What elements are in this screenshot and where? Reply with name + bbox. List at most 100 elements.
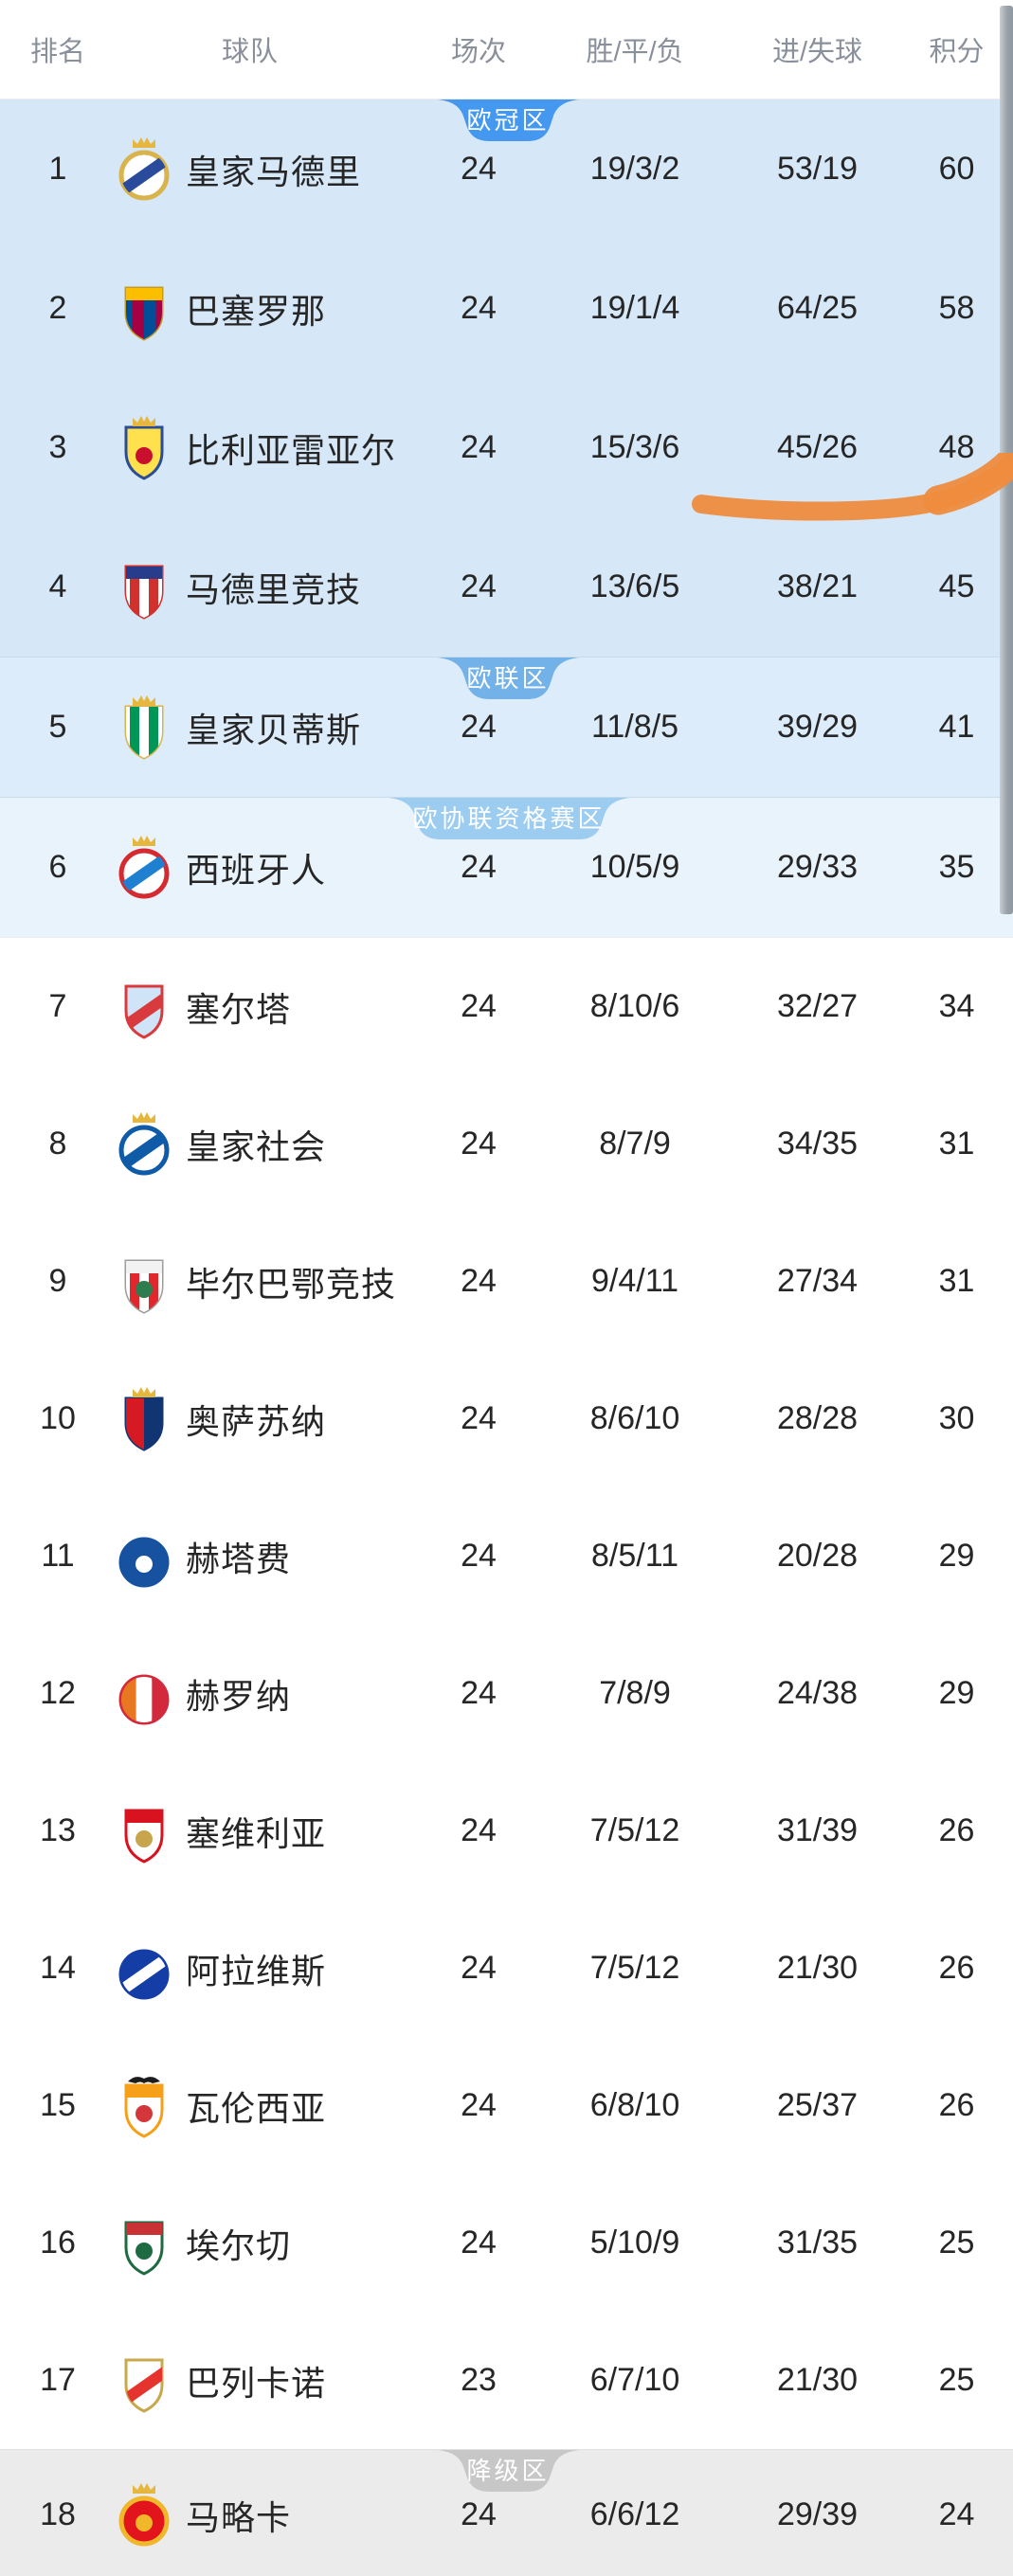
table-row[interactable]: 9 毕尔巴鄂竞技 24 9/4/11 27/34 31 [0, 1213, 1013, 1350]
real-sociedad-crest [116, 1110, 172, 1179]
points-cell: 25 [938, 2225, 975, 2261]
goals-for-against-cell: 21/30 [776, 1950, 859, 1986]
header-col-goals: 进/失球 [771, 37, 863, 67]
win-draw-loss-cell: 19/1/4 [589, 290, 680, 326]
win-draw-loss-cell: 15/3/6 [589, 429, 680, 465]
goals-for-against-cell: 39/29 [776, 709, 859, 745]
points-cell: 24 [938, 2496, 975, 2532]
rank-cell: 17 [40, 2362, 76, 2398]
points-cell: 34 [938, 988, 975, 1024]
rank-cell: 12 [40, 1675, 76, 1711]
team-name: 巴塞罗那 [186, 291, 327, 331]
header-col-team: 球队 [222, 37, 280, 67]
table-row[interactable]: 16 埃尔切 24 5/10/9 31/35 25 [0, 2174, 1013, 2312]
win-draw-loss-cell: 8/7/9 [599, 1126, 671, 1162]
points-cell: 60 [938, 151, 975, 187]
real-betis-crest [116, 694, 172, 762]
atletico-madrid-crest [116, 553, 172, 621]
table-row[interactable]: 13 塞维利亚 24 7/5/12 31/39 26 [0, 1762, 1013, 1900]
matches-played-cell: 24 [461, 1126, 497, 1162]
matches-played-cell: 24 [461, 2087, 497, 2123]
table-row[interactable]: 3 比利亚雷亚尔 24 15/3/6 45/26 48 [0, 378, 1013, 517]
win-draw-loss-cell: 19/3/2 [589, 151, 680, 187]
header-col-points: 积分 [929, 37, 985, 67]
points-cell: 26 [938, 1950, 975, 1986]
points-cell: 26 [938, 2087, 975, 2123]
rank-cell: 10 [40, 1400, 76, 1436]
rank-cell: 5 [48, 709, 67, 745]
team-name: 西班牙人 [186, 850, 327, 890]
table-row[interactable]: 2 巴塞罗那 24 19/1/4 64/25 58 [0, 239, 1013, 378]
points-cell: 48 [938, 429, 975, 465]
rank-cell: 1 [48, 151, 67, 187]
elche-crest [116, 2209, 172, 2278]
rank-cell: 18 [40, 2496, 76, 2532]
goals-for-against-cell: 31/39 [776, 1812, 859, 1848]
goals-for-against-cell: 25/37 [776, 2087, 859, 2123]
real-madrid-crest [116, 135, 172, 204]
zone-section-champions-league: 欧冠区 1 皇家马德里 24 19/3/2 53/19 60 2 巴塞罗那 24… [0, 99, 1013, 657]
points-cell: 35 [938, 849, 975, 885]
table-row[interactable]: 8 皇家社会 24 8/7/9 34/35 31 [0, 1075, 1013, 1213]
team-name: 马略卡 [186, 2497, 292, 2537]
matches-played-cell: 24 [461, 709, 497, 745]
rank-cell: 14 [40, 1950, 76, 1986]
team-name: 赫塔费 [186, 1539, 292, 1578]
matches-played-cell: 24 [461, 1950, 497, 1986]
table-row[interactable]: 10 奥萨苏纳 24 8/6/10 28/28 30 [0, 1350, 1013, 1487]
table-row[interactable]: 14 阿拉维斯 24 7/5/12 21/30 26 [0, 1900, 1013, 2037]
table-row[interactable]: 18 马略卡 24 6/6/12 29/39 24 [0, 2450, 1013, 2576]
table-row[interactable]: 4 马德里竞技 24 13/6/5 38/21 45 [0, 517, 1013, 657]
goals-for-against-cell: 45/26 [776, 429, 859, 465]
table-row[interactable]: 7 塞尔塔 24 8/10/6 32/27 34 [0, 938, 1013, 1075]
points-cell: 30 [938, 1400, 975, 1436]
team-name: 奥萨苏纳 [186, 1401, 327, 1441]
table-row[interactable]: 5 皇家贝蒂斯 24 11/8/5 39/29 41 [0, 658, 1013, 797]
matches-played-cell: 24 [461, 849, 497, 885]
table-row[interactable]: 11 赫塔费 24 8/5/11 20/28 29 [0, 1487, 1013, 1625]
matches-played-cell: 24 [461, 290, 497, 326]
header-col-win-draw-loss: 胜/平/负 [586, 37, 684, 67]
header-col-rank: 排名 [29, 37, 85, 67]
osasuna-crest [116, 1385, 172, 1453]
goals-for-against-cell: 64/25 [776, 290, 859, 326]
table-row[interactable]: 1 皇家马德里 24 19/3/2 53/19 60 [0, 99, 1013, 239]
rank-cell: 15 [40, 2087, 76, 2123]
villarreal-crest [116, 414, 172, 482]
team-name: 皇家社会 [186, 1126, 327, 1166]
matches-played-cell: 24 [461, 1400, 497, 1436]
team-name: 皇家马德里 [186, 152, 362, 191]
rank-cell: 7 [48, 988, 67, 1024]
matches-played-cell: 24 [461, 2496, 497, 2532]
scrollbar-thumb[interactable] [1000, 6, 1013, 914]
table-row[interactable]: 6 西班牙人 24 10/5/9 29/33 35 [0, 798, 1013, 937]
rank-cell: 8 [48, 1126, 67, 1162]
table-row[interactable]: 12 赫罗纳 24 7/8/9 24/38 29 [0, 1625, 1013, 1762]
win-draw-loss-cell: 9/4/11 [590, 1263, 678, 1299]
matches-played-cell: 24 [461, 429, 497, 465]
table-header: 排名 球队 场次 胜/平/负 进/失球 积分 [0, 0, 1013, 99]
table-row[interactable]: 15 瓦伦西亚 24 6/8/10 25/37 26 [0, 2037, 1013, 2174]
valencia-crest [116, 2072, 172, 2140]
goals-for-against-cell: 29/39 [776, 2496, 859, 2532]
alaves-crest [116, 1935, 172, 2003]
rank-cell: 3 [48, 429, 67, 465]
goals-for-against-cell: 38/21 [776, 568, 859, 604]
win-draw-loss-cell: 8/10/6 [589, 988, 680, 1024]
win-draw-loss-cell: 11/8/5 [590, 709, 678, 745]
zone-section-europa-league: 欧联区 5 皇家贝蒂斯 24 11/8/5 39/29 41 [0, 657, 1013, 797]
rayo-vallecano-crest [116, 2347, 172, 2415]
goals-for-against-cell: 53/19 [776, 151, 859, 187]
sevilla-crest [116, 1797, 172, 1865]
win-draw-loss-cell: 8/5/11 [590, 1538, 678, 1574]
points-cell: 29 [938, 1538, 975, 1574]
goals-for-against-cell: 27/34 [776, 1263, 859, 1299]
zones-container: 欧冠区 1 皇家马德里 24 19/3/2 53/19 60 2 巴塞罗那 24… [0, 99, 1013, 2576]
table-row[interactable]: 17 巴列卡诺 23 6/7/10 21/30 25 [0, 2312, 1013, 2449]
girona-crest [116, 1660, 172, 1728]
points-cell: 45 [938, 568, 975, 604]
team-name: 巴列卡诺 [186, 2363, 327, 2403]
rank-cell: 16 [40, 2225, 76, 2261]
barcelona-crest [116, 275, 172, 343]
